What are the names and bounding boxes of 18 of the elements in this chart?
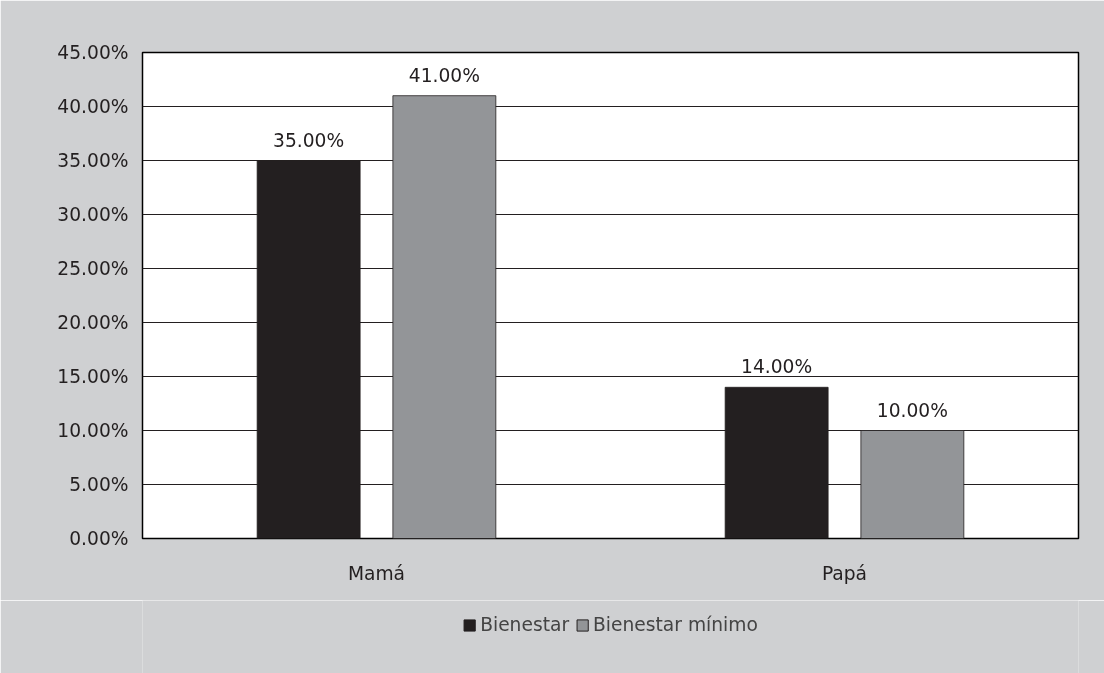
y-tick-label: 20.00% bbox=[57, 312, 129, 333]
y-tick-label: 15.00% bbox=[57, 366, 129, 387]
x-tick-label: Papá bbox=[821, 562, 868, 584]
y-tick-label: 10.00% bbox=[57, 420, 129, 441]
y-tick-label: 0.00% bbox=[69, 528, 129, 549]
y-tick-label: 35.00% bbox=[57, 150, 129, 171]
y-tick-label: 40.00% bbox=[57, 96, 129, 117]
legend-label: Bienestar mínimo bbox=[593, 614, 758, 635]
y-tick-label: 45.00% bbox=[57, 42, 129, 63]
data-label: 35.00% bbox=[273, 129, 345, 151]
y-tick-label: 25.00% bbox=[57, 258, 129, 279]
data-label: 10.00% bbox=[876, 399, 948, 421]
data-label: 14.00% bbox=[741, 356, 813, 378]
y-tick-label: 30.00% bbox=[57, 204, 129, 225]
x-tick-label: Mamá bbox=[347, 562, 406, 584]
legend-label: Bienestar bbox=[480, 614, 570, 635]
y-tick-label: 5.00% bbox=[69, 474, 129, 495]
data-label: 41.00% bbox=[408, 64, 480, 86]
